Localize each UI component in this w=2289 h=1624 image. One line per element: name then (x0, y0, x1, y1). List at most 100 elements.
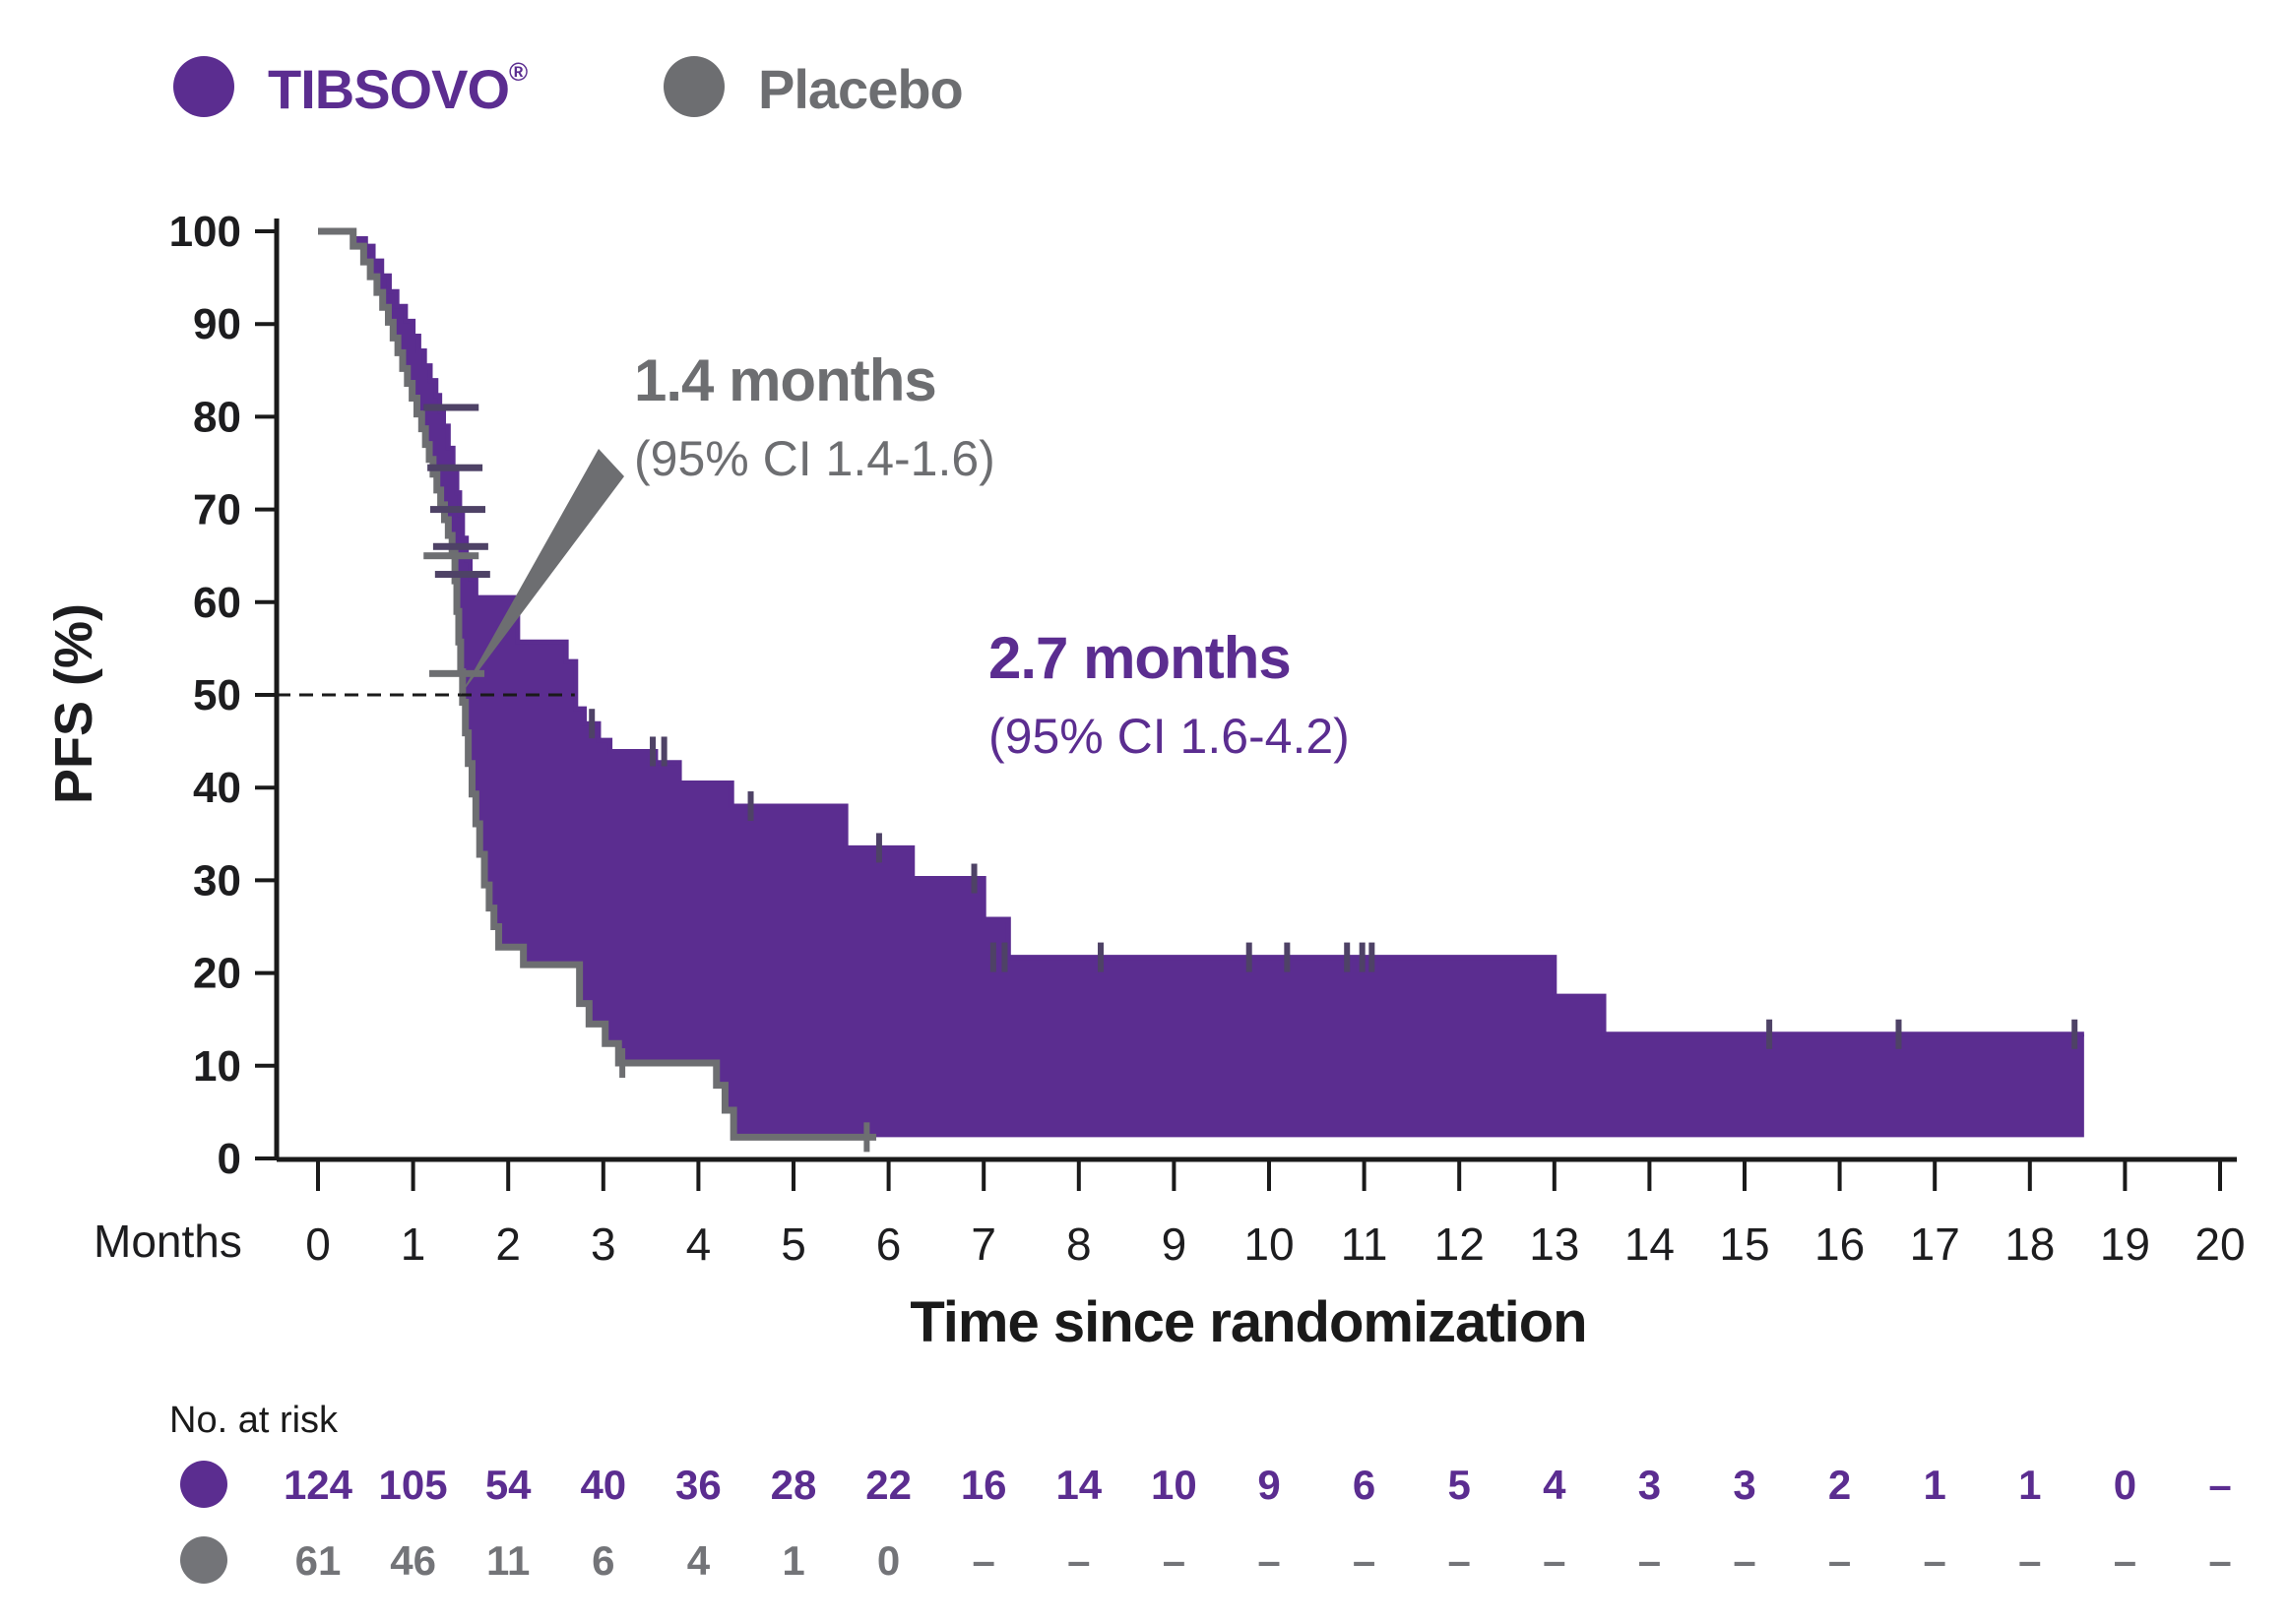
tibsovo-curve (318, 228, 2084, 1037)
risk-count: 1 (782, 1537, 804, 1584)
tibsovo-censor-tick (1359, 942, 1366, 972)
risk-count: 5 (1448, 1462, 1471, 1508)
x-tick-label: 10 (1243, 1218, 1294, 1270)
x-axis-title: Time since randomization (910, 1290, 1587, 1354)
risk-count: 46 (390, 1537, 436, 1584)
risk-count: 0 (2114, 1462, 2136, 1508)
y-tick-label: 20 (193, 950, 241, 998)
risk-count: 61 (295, 1537, 342, 1584)
tibsovo-censor-tick (423, 404, 479, 411)
tibsovo-median-annotation: 2.7 months (95% CI 1.6-4.2) (988, 624, 1350, 766)
x-tick-label: 3 (591, 1218, 616, 1270)
risk-count: – (1257, 1537, 1280, 1584)
x-tick-label: 18 (2004, 1218, 2055, 1270)
risk-table-heading: No. at risk (169, 1400, 339, 1441)
tibsovo-censor-tick (589, 709, 596, 739)
placebo-median-annotation: 1.4 months (95% CI 1.4-1.6) (634, 346, 995, 488)
x-tick-label: 9 (1162, 1218, 1187, 1270)
y-tick-label: 10 (193, 1042, 241, 1091)
x-tick-label: 2 (495, 1218, 521, 1270)
risk-count: – (2208, 1462, 2231, 1508)
x-tick-label: 15 (1719, 1218, 1769, 1270)
tibsovo-censor-tick (661, 736, 668, 767)
risk-count: – (973, 1537, 995, 1584)
y-tick-label: 90 (193, 300, 241, 348)
tibsovo-censor-tick (427, 464, 483, 471)
tibsovo-censor-tick (2071, 1019, 2078, 1049)
risk-count: 4 (687, 1537, 711, 1584)
callout-wedge-icon (460, 449, 624, 696)
placebo-censor-tick (619, 1047, 626, 1078)
x-tick-label: 13 (1529, 1218, 1579, 1270)
risk-count: – (2018, 1537, 2041, 1584)
tibsovo-censor-tick (989, 942, 996, 972)
y-tick-label: 40 (193, 764, 241, 812)
risk-count: – (1924, 1537, 1946, 1584)
x-tick-label: 8 (1066, 1218, 1092, 1270)
placebo-risk-dot-icon (180, 1536, 227, 1584)
risk-count: 1 (1924, 1462, 1946, 1508)
risk-count: – (2114, 1537, 2136, 1584)
tibsovo-fill-area (318, 231, 2084, 1138)
placebo-censor-tick (423, 552, 479, 560)
x-tick-label: 4 (686, 1218, 712, 1270)
tibsovo-median-ci: (95% CI 1.6-4.2) (988, 709, 1350, 764)
y-tick-label: 50 (193, 671, 241, 719)
tibsovo-censor-tick (434, 571, 490, 579)
x-tick-label: 20 (2194, 1218, 2245, 1270)
y-tick-label: 60 (193, 579, 241, 627)
x-tick-label: 19 (2100, 1218, 2150, 1270)
risk-count: 22 (865, 1462, 912, 1508)
tibsovo-censor-tick (1895, 1019, 1902, 1049)
x-tick-label: 11 (1341, 1218, 1388, 1270)
risk-count: 11 (486, 1537, 530, 1584)
risk-count: 10 (1151, 1462, 1197, 1508)
tibsovo-censor-tick (1284, 942, 1291, 972)
risk-count: 2 (1828, 1462, 1851, 1508)
legend-label-placebo: Placebo (758, 58, 964, 120)
tibsovo-censor-tick (430, 506, 486, 514)
tibsovo-censor-tick (1368, 942, 1375, 972)
risk-count: 6 (1353, 1462, 1375, 1508)
registered-mark: ® (509, 57, 528, 87)
risk-count: 28 (771, 1462, 817, 1508)
risk-count: 105 (379, 1462, 448, 1508)
risk-count: – (1448, 1537, 1471, 1584)
risk-count: 36 (675, 1462, 722, 1508)
risk-count: – (1353, 1537, 1375, 1584)
tibsovo-name: TIBSOVO (268, 58, 510, 120)
risk-count: 3 (1733, 1462, 1755, 1508)
placebo-legend-dot-icon (664, 56, 725, 117)
tibsovo-censor-tick (1344, 942, 1351, 972)
placebo-censor-tick (863, 1122, 870, 1153)
placebo-curve (318, 227, 877, 1141)
risk-count: – (1638, 1537, 1661, 1584)
tibsovo-censor-tick (1766, 1019, 1773, 1049)
risk-count: 1 (2018, 1462, 2041, 1508)
risk-count: 124 (284, 1462, 353, 1508)
risk-count: 14 (1055, 1462, 1102, 1508)
y-axis-title: PFS (%) (44, 602, 103, 805)
legend-label-tibsovo: TIBSOVO® (268, 57, 528, 121)
risk-count: 16 (961, 1462, 1007, 1508)
tibsovo-censor-tick (1001, 942, 1008, 972)
tibsovo-censor-tick (875, 833, 882, 863)
x-tick-label: 0 (305, 1218, 331, 1270)
risk-count: 4 (1543, 1462, 1566, 1508)
tibsovo-censor-tick (971, 863, 978, 894)
placebo-censor-tick (429, 669, 485, 677)
tibsovo-censor-tick (747, 791, 754, 822)
tibsovo-risk-dot-icon (180, 1461, 227, 1508)
risk-count: – (2208, 1537, 2231, 1584)
tibsovo-censor-tick (432, 542, 488, 550)
risk-count: 40 (580, 1462, 626, 1508)
risk-count: – (1067, 1537, 1090, 1584)
risk-count: 0 (877, 1537, 900, 1584)
y-tick-label: 0 (218, 1135, 241, 1183)
x-tick-label: 6 (876, 1218, 902, 1270)
risk-count: 54 (485, 1462, 532, 1508)
risk-count: 6 (592, 1537, 614, 1584)
risk-count: 3 (1638, 1462, 1661, 1508)
